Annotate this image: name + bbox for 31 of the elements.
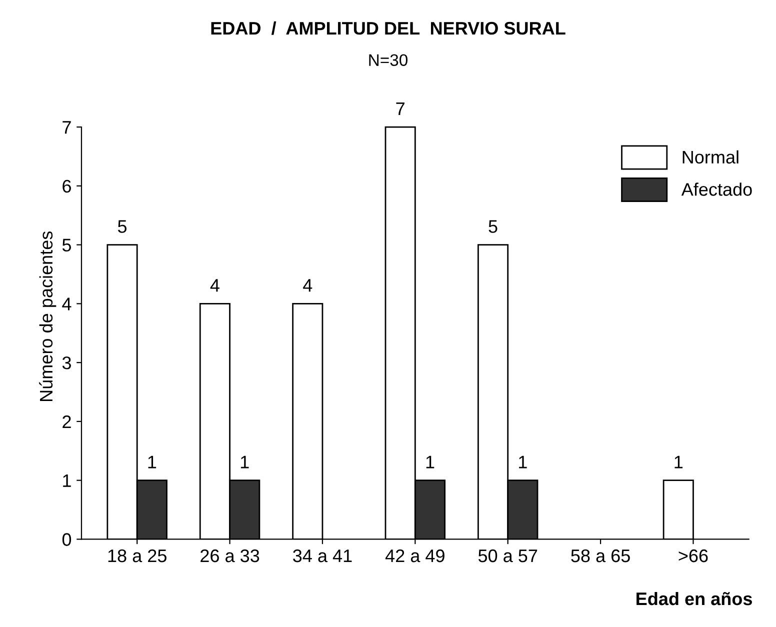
data-label: 1 (674, 456, 683, 468)
y-tick-label: 2 (62, 415, 71, 428)
chart-title: EDAD / AMPLITUD DEL NERVIO SURAL (211, 21, 566, 35)
data-label: 7 (396, 102, 404, 115)
y-tick-label: 7 (62, 121, 71, 134)
data-label: 5 (118, 220, 127, 233)
data-label: 1 (148, 456, 156, 468)
x-tick-label: 58 a 65 (571, 549, 630, 562)
chart-subtitle: N=30 (369, 54, 408, 66)
y-tick-label: 6 (62, 180, 71, 193)
y-tick-label: 4 (62, 298, 72, 310)
data-label: 1 (240, 456, 249, 468)
data-label: 1 (519, 456, 527, 468)
y-tick-label: 5 (62, 238, 71, 252)
x-tick-label: 26 a 33 (200, 549, 260, 562)
data-label: 4 (303, 279, 312, 292)
x-tick-label: 50 a 57 (478, 549, 538, 562)
x-tick-label: 42 a 49 (385, 549, 444, 562)
y-tick-label: 1 (63, 474, 71, 487)
legend-label: Afectado (681, 182, 752, 196)
x-axis-title: Edad en años (636, 592, 752, 606)
y-tick-label: 0 (62, 533, 72, 546)
x-tick-label: >66 (678, 549, 708, 562)
legend-label: Normal (682, 150, 738, 164)
data-label: 1 (426, 456, 434, 468)
y-axis-title: Número de pacientes (39, 231, 56, 401)
y-tick-label: 3 (62, 356, 71, 370)
x-tick-label: 34 a 41 (293, 549, 352, 562)
data-label: 4 (210, 279, 220, 292)
x-tick-label: 18 a 25 (108, 549, 166, 562)
data-label: 5 (488, 220, 498, 233)
